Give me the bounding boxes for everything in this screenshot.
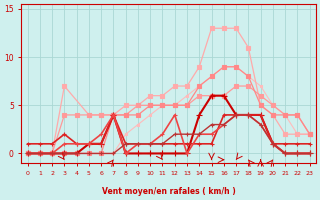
X-axis label: Vent moyen/en rafales ( km/h ): Vent moyen/en rafales ( km/h ) [102,187,236,196]
